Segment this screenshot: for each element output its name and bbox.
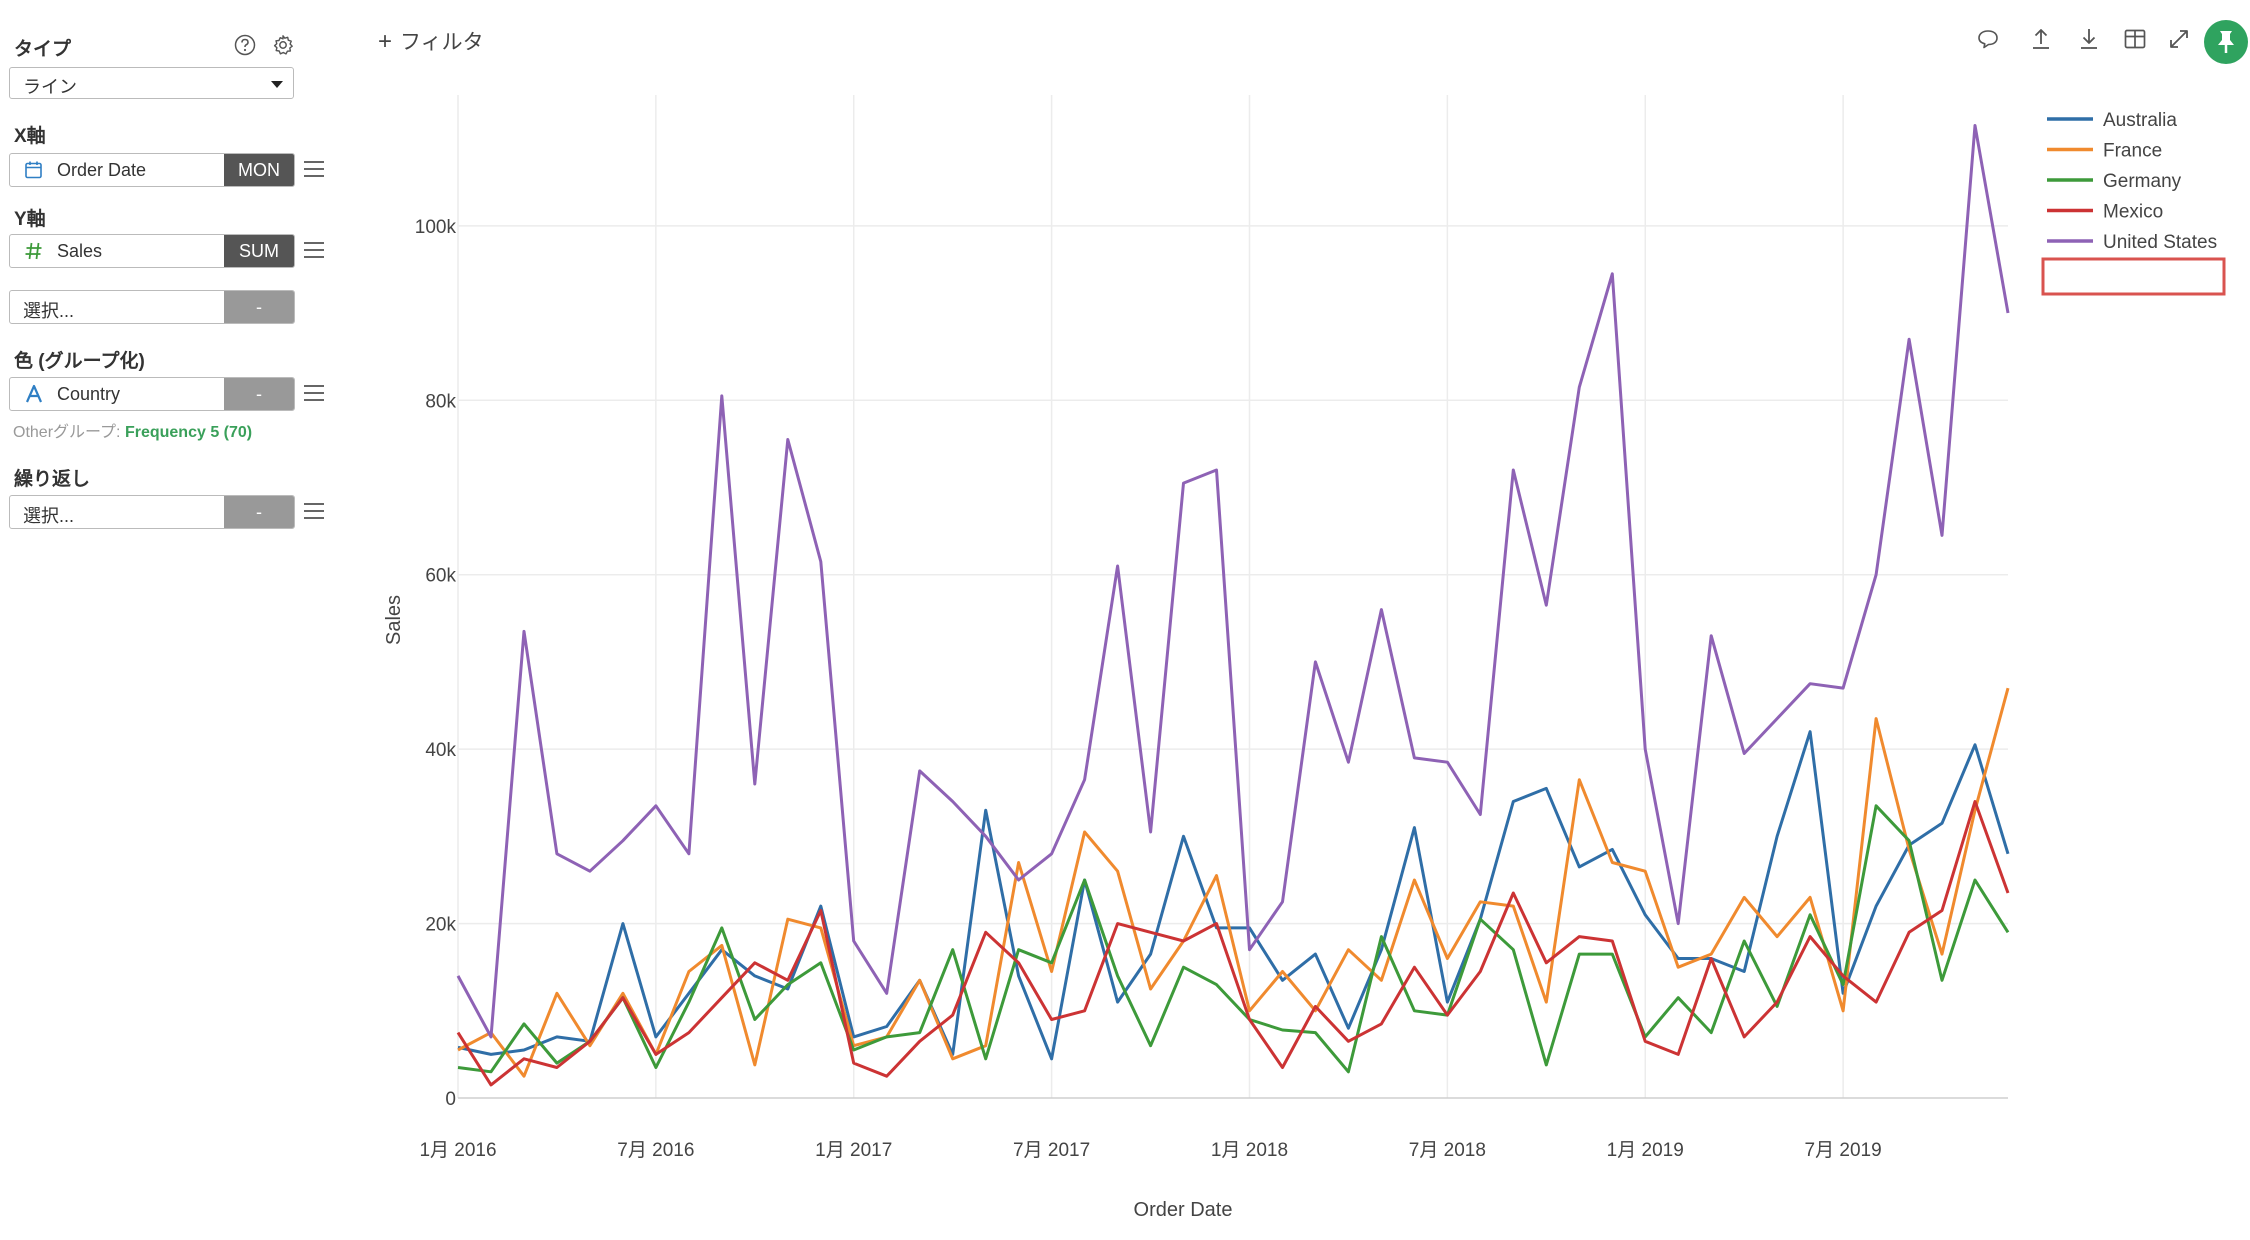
color-aggregation-button[interactable]: - <box>224 378 294 410</box>
x-axis-title: Order Date <box>1134 1199 1233 1221</box>
y-axis-title: Sales <box>383 595 405 645</box>
x-axis-field[interactable]: Order Date MON <box>9 153 295 187</box>
y-tick-label: 60k <box>425 566 456 587</box>
other-group-note: Otherグループ: Frequency 5 (70) <box>13 418 252 442</box>
x-tick-label: 7月 2018 <box>1409 1140 1486 1161</box>
pin-button[interactable] <box>2204 20 2248 64</box>
repeat-select-field[interactable]: 選択... - <box>9 495 295 529</box>
color-field[interactable]: Country - <box>9 377 295 411</box>
plus-icon: + <box>378 28 393 55</box>
color-field-name: Country <box>57 384 121 404</box>
x-aggregation-button[interactable]: MON <box>224 154 294 186</box>
gear-icon[interactable] <box>272 34 294 56</box>
other-group-link[interactable]: Frequency 5 (70) <box>124 424 253 441</box>
repeat-select-value: 選択... <box>23 506 75 526</box>
chart-type-select[interactable]: ライン <box>9 67 294 99</box>
x-tick-label: 1月 2018 <box>1211 1140 1288 1161</box>
extra-select-field[interactable]: 選択... - <box>9 290 295 324</box>
x-axis-label: X軸 <box>14 126 46 147</box>
color-group-label: 色 (グループ化) <box>14 351 145 372</box>
legend-item: Australia <box>2103 110 2177 131</box>
x-tick-label: 1月 2017 <box>815 1140 892 1161</box>
download-icon[interactable] <box>2076 26 2102 52</box>
y-axis-menu-icon[interactable] <box>304 242 324 258</box>
repeat-menu-icon[interactable] <box>304 503 324 519</box>
chart-type-value: ライン <box>23 77 77 97</box>
comment-icon[interactable] <box>1975 26 2001 52</box>
legend-item: Mexico <box>2103 202 2163 223</box>
other-group-prefix: Otherグループ: <box>13 424 125 441</box>
number-icon <box>25 242 42 260</box>
y-axis-field[interactable]: Sales SUM <box>9 234 295 268</box>
x-field-name: Order Date <box>57 160 147 180</box>
settings-panel: タイプ ライン X軸 Order Date MON Y軸 Sales SUM <box>0 0 330 1240</box>
chevron-down-icon <box>271 81 283 88</box>
text-type-icon <box>25 384 43 403</box>
series-line-mexico <box>456 800 2010 1087</box>
pin-icon <box>2218 31 2234 53</box>
y-tick-label: 100k <box>415 217 457 238</box>
type-label: タイプ <box>14 39 72 60</box>
y-tick-label: 0 <box>445 1089 456 1110</box>
x-tick-label: 7月 2019 <box>1805 1140 1882 1161</box>
y-tick-label: 40k <box>425 740 456 761</box>
repeat-aggregation-button[interactable]: - <box>224 496 294 528</box>
y-axis-label: Y軸 <box>14 209 46 230</box>
series-line-united-states <box>456 124 2010 1039</box>
x-tick-label: 1月 2019 <box>1607 1140 1684 1161</box>
y-field-name: Sales <box>57 241 103 261</box>
series-line-germany <box>457 804 2010 1074</box>
x-tick-label: 7月 2017 <box>1013 1140 1090 1161</box>
legend-highlight-box <box>2041 257 2226 296</box>
legend-item: Germany <box>2103 171 2182 192</box>
y-tick-label: 80k <box>425 391 456 412</box>
y-aggregation-button[interactable]: SUM <box>224 235 294 267</box>
x-axis-menu-icon[interactable] <box>304 161 324 177</box>
table-icon[interactable] <box>2122 26 2148 52</box>
filter-label: フィルタ <box>400 31 484 54</box>
upload-icon[interactable] <box>2028 26 2054 52</box>
repeat-label: 繰り返し <box>14 469 91 490</box>
x-tick-label: 1月 2016 <box>419 1140 496 1161</box>
y-tick-label: 20k <box>425 915 456 936</box>
color-menu-icon[interactable] <box>304 385 324 401</box>
x-tick-label: 7月 2016 <box>617 1140 694 1161</box>
extra-select-value: 選択... <box>23 301 75 321</box>
expand-icon[interactable] <box>2166 26 2192 52</box>
legend-item: United States <box>2103 232 2217 253</box>
series-line-australia <box>457 730 2010 1061</box>
add-filter-button[interactable]: + フィルタ <box>378 26 484 56</box>
extra-aggregation-button[interactable]: - <box>224 291 294 323</box>
calendar-icon <box>25 161 42 179</box>
legend-item: France <box>2103 141 2162 162</box>
help-icon[interactable] <box>234 34 256 56</box>
series-line-france <box>457 687 2010 1078</box>
